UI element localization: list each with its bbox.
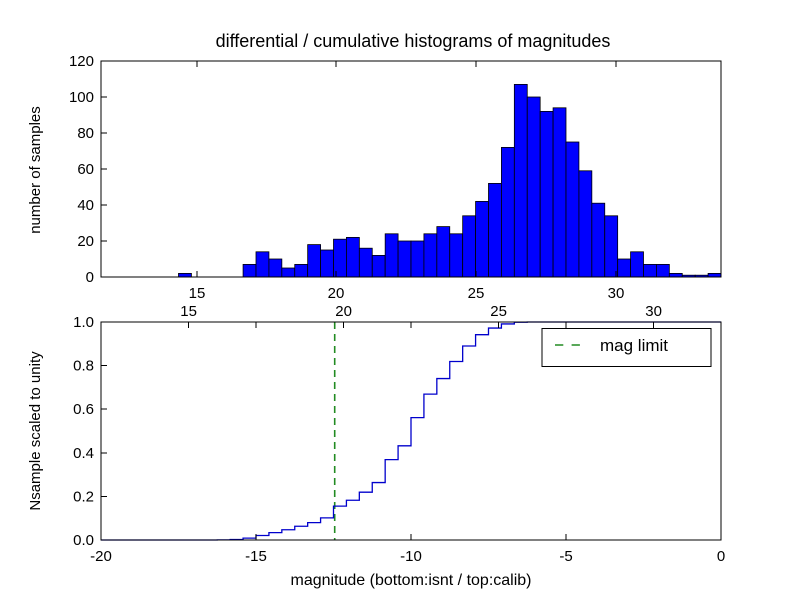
svg-text:100: 100 bbox=[69, 89, 94, 106]
svg-text:15: 15 bbox=[180, 303, 197, 320]
svg-text:0.8: 0.8 bbox=[73, 358, 94, 375]
svg-text:0.0: 0.0 bbox=[73, 532, 94, 549]
svg-text:0: 0 bbox=[717, 548, 725, 565]
svg-text:1.0: 1.0 bbox=[73, 314, 94, 331]
svg-text:25: 25 bbox=[468, 285, 485, 302]
svg-text:mag limit: mag limit bbox=[600, 336, 668, 355]
svg-text:-10: -10 bbox=[400, 548, 422, 565]
svg-text:20: 20 bbox=[77, 233, 94, 250]
svg-text:80: 80 bbox=[77, 125, 94, 142]
svg-text:0.6: 0.6 bbox=[73, 401, 94, 418]
svg-text:15: 15 bbox=[189, 285, 206, 302]
svg-text:20: 20 bbox=[328, 285, 345, 302]
svg-text:20: 20 bbox=[335, 303, 352, 320]
svg-text:Nsample scaled to unity: Nsample scaled to unity bbox=[27, 351, 44, 511]
svg-text:magnitude (bottom:isnt / top:c: magnitude (bottom:isnt / top:calib) bbox=[290, 572, 531, 589]
svg-text:60: 60 bbox=[77, 161, 94, 178]
svg-text:number of samples: number of samples bbox=[27, 106, 44, 234]
svg-text:-15: -15 bbox=[245, 548, 267, 565]
svg-text:differential / cumulative hist: differential / cumulative histograms of … bbox=[216, 31, 611, 51]
svg-text:0.2: 0.2 bbox=[73, 488, 94, 505]
svg-text:0: 0 bbox=[86, 269, 94, 286]
svg-text:0.4: 0.4 bbox=[73, 445, 94, 462]
svg-text:30: 30 bbox=[608, 285, 625, 302]
svg-text:30: 30 bbox=[645, 303, 662, 320]
svg-text:-5: -5 bbox=[559, 548, 572, 565]
svg-text:40: 40 bbox=[77, 197, 94, 214]
svg-text:-20: -20 bbox=[90, 548, 112, 565]
svg-text:120: 120 bbox=[69, 53, 94, 70]
svg-text:25: 25 bbox=[490, 303, 507, 320]
